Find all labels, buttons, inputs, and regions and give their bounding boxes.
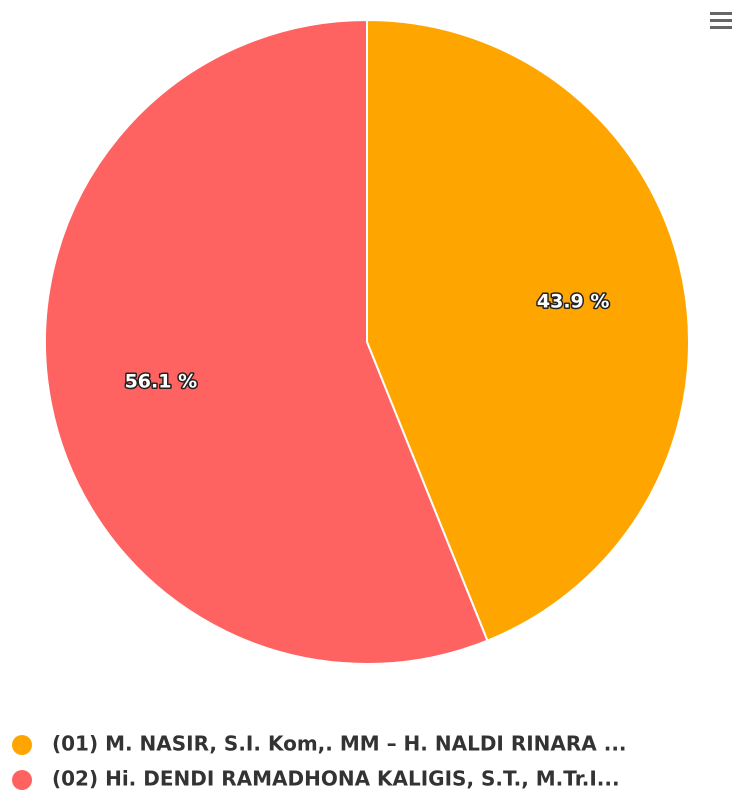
menu-icon-bar: [710, 26, 732, 29]
pie-slice[interactable]: [366, 18, 690, 642]
legend-marker[interactable]: [12, 770, 32, 790]
legend-label[interactable]: (02) Hi. DENDI RAMADHONA KALIGIS, S.T., …: [52, 767, 620, 791]
data-label: 56.1 %: [125, 370, 198, 392]
menu-icon-bar: [710, 12, 732, 15]
menu-button[interactable]: [706, 8, 734, 36]
legend-label[interactable]: (01) M. NASIR, S.I. Kom,. MM – H. NALDI …: [52, 732, 627, 756]
data-label: 43.9 %: [537, 291, 610, 313]
legend-marker[interactable]: [12, 735, 32, 755]
menu-icon-bar: [710, 19, 732, 22]
pie-slice[interactable]: [44, 18, 489, 665]
